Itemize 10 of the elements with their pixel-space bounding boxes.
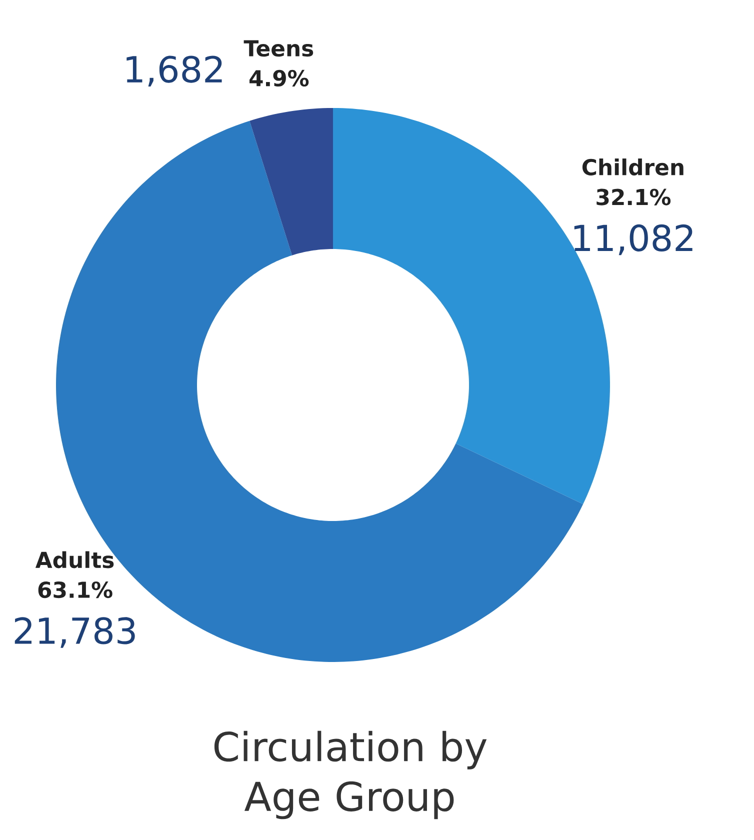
text: 4.9% — [250, 70, 309, 86]
text: Circulation by Age Group — [214, 730, 487, 820]
slice-label: Teens — [244, 40, 314, 57]
text: 32.1% — [596, 188, 671, 206]
slice-label: Children — [582, 158, 684, 176]
text: 63.1% — [38, 582, 112, 598]
slice-label: Adults — [35, 551, 114, 568]
data-label: 11,082 — [574, 224, 692, 256]
data-label: 1,682 — [126, 56, 222, 86]
data-label: 21,783 — [14, 617, 135, 648]
